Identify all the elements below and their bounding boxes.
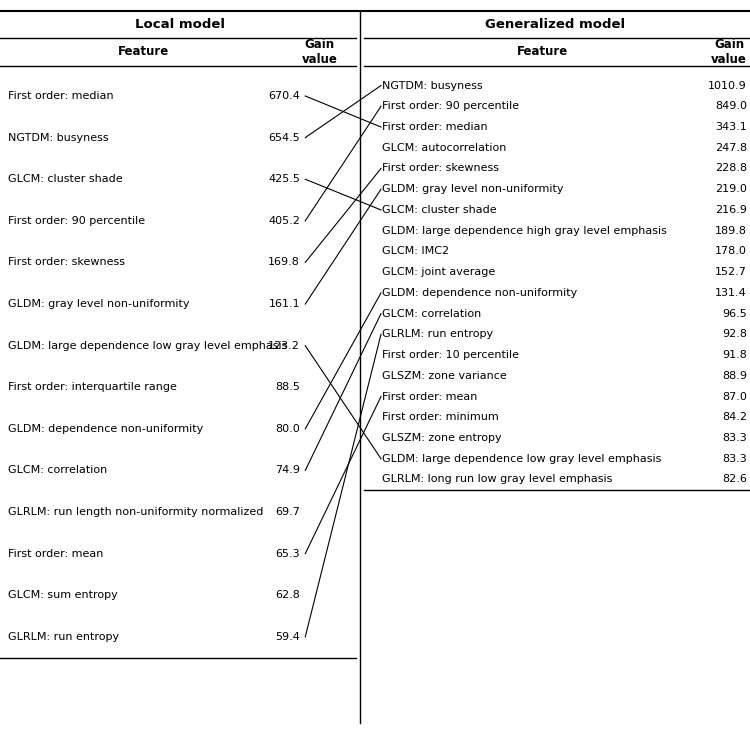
Text: First order: skewness: First order: skewness <box>8 258 124 267</box>
Text: 152.7: 152.7 <box>716 267 747 277</box>
Text: Gain
value: Gain value <box>711 38 747 66</box>
Text: 69.7: 69.7 <box>275 507 300 517</box>
Text: 74.9: 74.9 <box>275 466 300 475</box>
Text: 131.4: 131.4 <box>716 288 747 298</box>
Text: 88.9: 88.9 <box>722 371 747 381</box>
Text: 219.0: 219.0 <box>716 184 747 194</box>
Text: NGTDM: busyness: NGTDM: busyness <box>382 80 483 91</box>
Text: 216.9: 216.9 <box>716 205 747 215</box>
Text: 88.5: 88.5 <box>275 383 300 392</box>
Text: 83.3: 83.3 <box>722 454 747 464</box>
Text: GLCM: correlation: GLCM: correlation <box>382 309 482 318</box>
Text: GLRLM: long run low gray level emphasis: GLRLM: long run low gray level emphasis <box>382 474 613 485</box>
Text: GLCM: correlation: GLCM: correlation <box>8 466 106 475</box>
Text: Local model: Local model <box>135 18 225 31</box>
Text: GLRLM: run length non-uniformity normalized: GLRLM: run length non-uniformity normali… <box>8 507 262 517</box>
Text: 62.8: 62.8 <box>275 591 300 600</box>
Text: 83.3: 83.3 <box>722 433 747 443</box>
Text: 343.1: 343.1 <box>716 122 747 132</box>
Text: 80.0: 80.0 <box>275 424 300 434</box>
Text: 84.2: 84.2 <box>722 412 747 422</box>
Text: 59.4: 59.4 <box>275 632 300 642</box>
Text: GLCM: IMC2: GLCM: IMC2 <box>382 247 450 256</box>
Text: 425.5: 425.5 <box>268 174 300 184</box>
Text: First order: median: First order: median <box>382 122 488 132</box>
Text: GLSZM: zone variance: GLSZM: zone variance <box>382 371 507 381</box>
Text: First order: 90 percentile: First order: 90 percentile <box>382 101 520 111</box>
Text: 189.8: 189.8 <box>715 226 747 236</box>
Text: First order: 90 percentile: First order: 90 percentile <box>8 216 145 226</box>
Text: 247.8: 247.8 <box>715 143 747 153</box>
Text: First order: 10 percentile: First order: 10 percentile <box>382 350 520 360</box>
Text: 161.1: 161.1 <box>268 299 300 309</box>
Text: GLCM: sum entropy: GLCM: sum entropy <box>8 591 117 600</box>
Text: 670.4: 670.4 <box>268 91 300 101</box>
Text: GLDM: gray level non-uniformity: GLDM: gray level non-uniformity <box>8 299 189 309</box>
Text: Feature: Feature <box>118 45 170 58</box>
Text: 92.8: 92.8 <box>722 329 747 339</box>
Text: 96.5: 96.5 <box>722 309 747 318</box>
Text: GLDM: large dependence high gray level emphasis: GLDM: large dependence high gray level e… <box>382 226 668 236</box>
Text: GLRLM: run entropy: GLRLM: run entropy <box>8 632 118 642</box>
Text: First order: mean: First order: mean <box>8 549 103 558</box>
Text: GLCM: cluster shade: GLCM: cluster shade <box>382 205 497 215</box>
Text: 405.2: 405.2 <box>268 216 300 226</box>
Text: 65.3: 65.3 <box>275 549 300 558</box>
Text: GLCM: joint average: GLCM: joint average <box>382 267 496 277</box>
Text: GLDM: dependence non-uniformity: GLDM: dependence non-uniformity <box>8 424 202 434</box>
Text: GLRLM: run entropy: GLRLM: run entropy <box>382 329 494 339</box>
Text: GLDM: large dependence low gray level emphasis: GLDM: large dependence low gray level em… <box>8 341 286 350</box>
Text: 849.0: 849.0 <box>715 101 747 111</box>
Text: Feature: Feature <box>517 45 568 58</box>
Text: GLCM: cluster shade: GLCM: cluster shade <box>8 174 122 184</box>
Text: Generalized model: Generalized model <box>485 18 625 31</box>
Text: GLDM: large dependence low gray level emphasis: GLDM: large dependence low gray level em… <box>382 454 662 464</box>
Text: GLSZM: zone entropy: GLSZM: zone entropy <box>382 433 502 443</box>
Text: GLCM: autocorrelation: GLCM: autocorrelation <box>382 143 507 153</box>
Text: 178.0: 178.0 <box>716 247 747 256</box>
Text: First order: minimum: First order: minimum <box>382 412 500 422</box>
Text: GLDM: gray level non-uniformity: GLDM: gray level non-uniformity <box>382 184 564 194</box>
Text: 82.6: 82.6 <box>722 474 747 485</box>
Text: 228.8: 228.8 <box>715 164 747 174</box>
Text: First order: mean: First order: mean <box>382 391 478 402</box>
Text: First order: median: First order: median <box>8 91 113 101</box>
Text: 654.5: 654.5 <box>268 133 300 142</box>
Text: 123.2: 123.2 <box>268 341 300 350</box>
Text: GLDM: dependence non-uniformity: GLDM: dependence non-uniformity <box>382 288 578 298</box>
Text: NGTDM: busyness: NGTDM: busyness <box>8 133 108 142</box>
Text: 1010.9: 1010.9 <box>708 80 747 91</box>
Text: First order: interquartile range: First order: interquartile range <box>8 383 176 392</box>
Text: First order: skewness: First order: skewness <box>382 164 500 174</box>
Text: Gain
value: Gain value <box>302 38 338 66</box>
Text: 91.8: 91.8 <box>722 350 747 360</box>
Text: 169.8: 169.8 <box>268 258 300 267</box>
Text: 87.0: 87.0 <box>722 391 747 402</box>
